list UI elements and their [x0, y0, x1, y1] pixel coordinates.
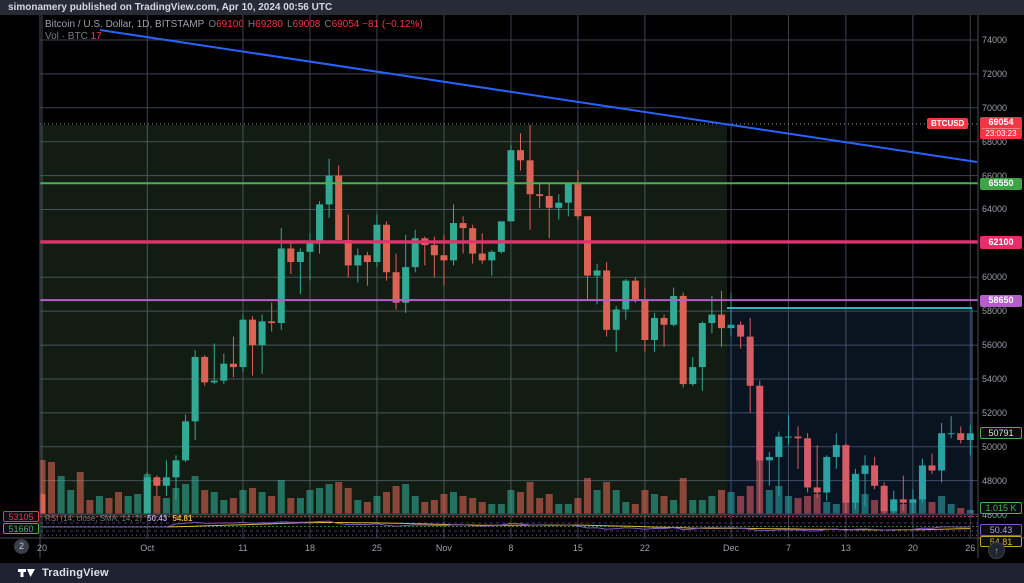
tradingview-logo-icon[interactable]	[18, 567, 36, 579]
time-tick-label: 7	[785, 543, 791, 553]
time-tick-label: Nov	[435, 543, 452, 553]
attribution-text: simonamery published on TradingView.com,…	[8, 2, 333, 13]
price-tick-label: 72000	[982, 68, 1008, 79]
trendline[interactable]	[99, 29, 978, 163]
price-tick-label: 48000	[982, 475, 1008, 486]
axis-badge-50.43: 50.43	[980, 524, 1022, 536]
axis-badge-50791: 50791	[980, 427, 1022, 439]
ohlc-key: C	[324, 19, 332, 30]
time-tick-label: 11	[238, 543, 248, 553]
volume-bars	[40, 446, 974, 514]
price-tick-label: 50000	[982, 441, 1008, 452]
price-tick-label: 60000	[982, 272, 1008, 283]
price-tick-label: 56000	[982, 340, 1008, 351]
ohlc-value: 69280	[255, 19, 283, 30]
green-zone	[40, 124, 728, 518]
bar-countdown: 23:03:23	[982, 127, 1020, 139]
pane-count-button[interactable]: 2	[14, 539, 29, 554]
time-tick-label: 26	[965, 543, 976, 553]
rsi-pane	[40, 516, 978, 536]
ohlc-value: 69054	[331, 19, 360, 30]
price-tick-label: 74000	[982, 35, 1008, 45]
time-tick-label: 20	[907, 543, 918, 553]
ohlc-key: L	[286, 19, 293, 30]
symbol-legend: Bitcoin / U.S. Dollar, 1D, BITSTAMP O6910…	[45, 19, 423, 43]
tradingview-logo-text[interactable]: TradingView	[42, 567, 109, 579]
time-tick-label: 20	[36, 543, 48, 553]
time-tick-label: 8	[508, 543, 514, 553]
rsi-legend: RSI (14, close, SMA, 14, 2) 50.43 54.81	[45, 514, 192, 523]
price-tick-label: 66000	[982, 170, 1008, 181]
time-tick-label: 18	[304, 543, 315, 553]
rsi-ma-value: 54.81	[172, 514, 193, 523]
last-price-value: 69054	[988, 116, 1014, 127]
ohlc-value: 69100	[216, 19, 244, 30]
rsi-legend-label: RSI (14, close, SMA, 14, 2)	[45, 514, 142, 523]
last-price-badge: 69054 23:03:23	[980, 116, 1022, 139]
time-tick-label: 22	[639, 543, 650, 553]
change-value: −81 (−0.12%)	[362, 19, 423, 30]
attribution-bar: simonamery published on TradingView.com,…	[0, 0, 1024, 15]
time-tick-label: Oct	[140, 543, 155, 553]
price-tick-label: 52000	[982, 407, 1008, 418]
ohlc-key: O	[208, 19, 217, 30]
price-tick-label: 46000	[982, 509, 1008, 520]
time-tick-label: Dec	[723, 543, 740, 553]
ohlc-value: 69008	[292, 19, 321, 30]
volume-legend-value: 17	[90, 31, 102, 42]
time-tick-label: 15	[572, 543, 583, 553]
symbol-title: Bitcoin / U.S. Dollar, 1D, BITSTAMP	[45, 19, 205, 30]
ohlc-values: O69100 H69280 L69008 C69054	[204, 19, 359, 30]
rsi-value: 50.43	[147, 514, 168, 523]
level-badge-65550: 65550	[980, 178, 1022, 190]
price-tick-label: 54000	[982, 373, 1008, 384]
scroll-to-latest-button[interactable]: ↑	[988, 542, 1005, 559]
ohlc-key: H	[247, 19, 256, 30]
axis-badge-1.015 K: 1.015 K	[980, 502, 1022, 514]
blue-zone	[727, 307, 973, 518]
level-badge-58650: 58650	[980, 295, 1022, 307]
price-tick-label: 68000	[982, 136, 1008, 147]
symbol-price-chip: BTCUSD	[927, 117, 969, 129]
price-tick-label: 64000	[982, 204, 1008, 215]
left-axis-badge-53105: 53105	[3, 511, 39, 522]
time-tick-label: 13	[840, 543, 851, 553]
time-tick-label: 25	[371, 543, 382, 553]
level-badge-62100: 62100	[980, 236, 1022, 249]
left-axis-badge-51660: 51660	[3, 523, 39, 534]
price-tick-label: 70000	[982, 102, 1008, 113]
footer-bar: TradingView	[0, 563, 1024, 583]
price-tick-label: 58000	[982, 306, 1008, 317]
volume-legend-label: Vol · BTC	[45, 31, 88, 42]
